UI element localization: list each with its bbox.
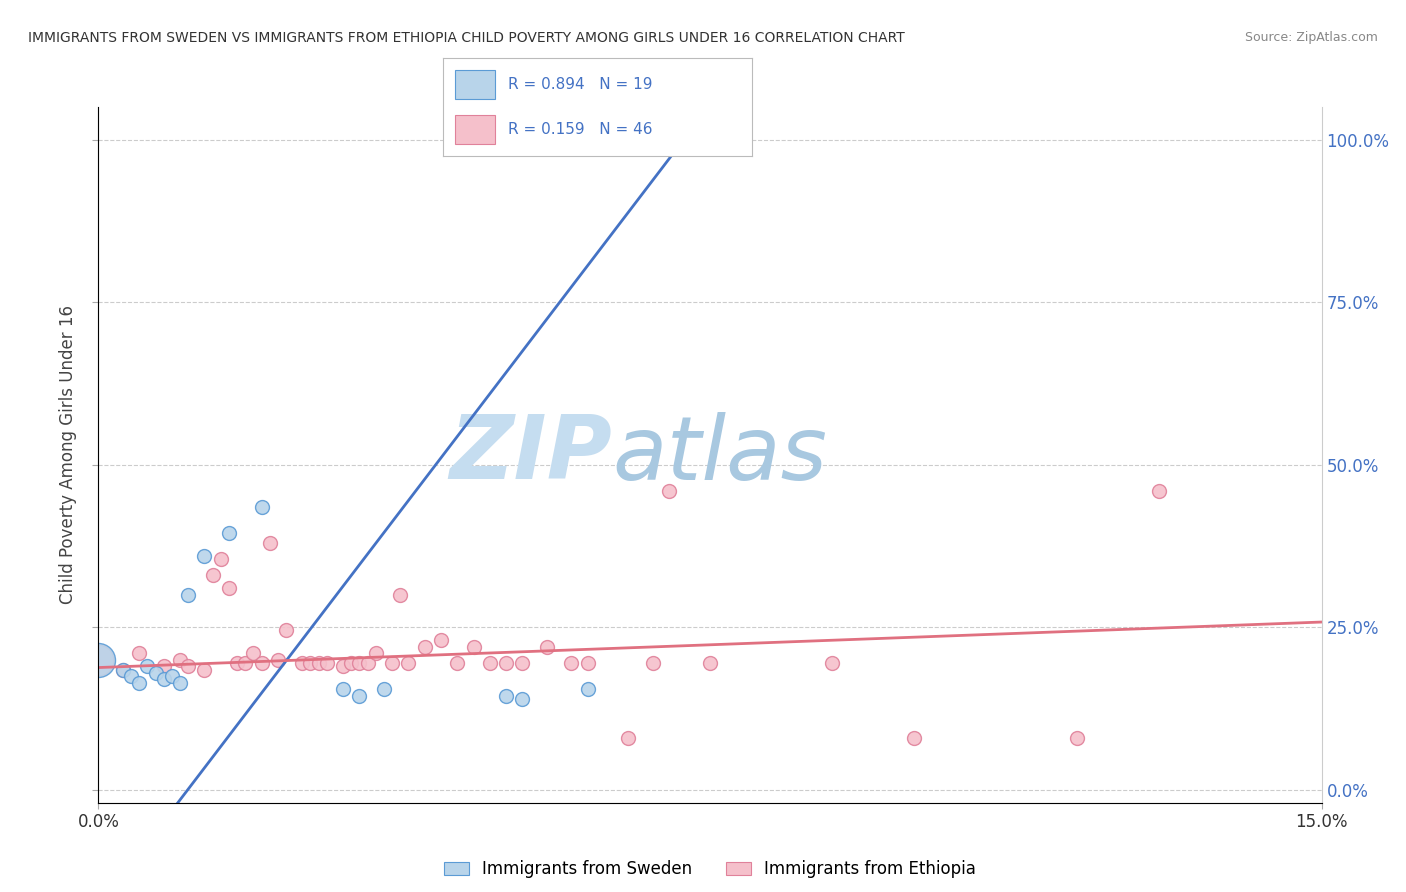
Point <box>291 656 314 670</box>
Point <box>699 656 721 670</box>
Point <box>560 656 582 670</box>
Point <box>1147 483 1170 498</box>
Point <box>373 681 395 696</box>
Point <box>512 691 534 706</box>
Point <box>299 656 322 670</box>
Point <box>356 656 378 670</box>
Text: IMMIGRANTS FROM SWEDEN VS IMMIGRANTS FROM ETHIOPIA CHILD POVERTY AMONG GIRLS UND: IMMIGRANTS FROM SWEDEN VS IMMIGRANTS FRO… <box>28 31 905 45</box>
Point <box>536 640 558 654</box>
Point <box>641 656 664 670</box>
Point <box>274 624 297 638</box>
Point <box>495 656 517 670</box>
Point <box>512 656 534 670</box>
Point <box>364 646 387 660</box>
Point <box>87 653 110 667</box>
Text: R = 0.894   N = 19: R = 0.894 N = 19 <box>508 77 652 92</box>
Point <box>169 653 191 667</box>
Point <box>111 663 134 677</box>
Point <box>209 552 232 566</box>
Point <box>201 568 224 582</box>
Point <box>617 731 640 745</box>
Point <box>145 665 167 680</box>
Text: Source: ZipAtlas.com: Source: ZipAtlas.com <box>1244 31 1378 45</box>
Point <box>193 663 215 677</box>
Point <box>152 672 174 686</box>
Point <box>111 663 134 677</box>
Point <box>463 640 485 654</box>
Point <box>267 653 290 667</box>
Point <box>128 675 150 690</box>
Point <box>381 656 404 670</box>
Point <box>87 653 110 667</box>
Point <box>389 588 412 602</box>
Point <box>120 669 142 683</box>
Point <box>340 656 363 670</box>
Point <box>430 633 453 648</box>
Point <box>396 656 419 670</box>
Point <box>250 656 273 670</box>
Point <box>315 656 337 670</box>
Point <box>576 681 599 696</box>
Y-axis label: Child Poverty Among Girls Under 16: Child Poverty Among Girls Under 16 <box>59 305 77 605</box>
Point <box>413 640 436 654</box>
Point <box>177 659 200 673</box>
Point <box>152 659 174 673</box>
Point <box>242 646 264 660</box>
Point <box>349 656 371 670</box>
Point <box>136 659 159 673</box>
Point <box>160 669 183 683</box>
Point <box>821 656 844 670</box>
Point <box>308 656 330 670</box>
Point <box>332 659 354 673</box>
Point <box>259 535 281 549</box>
Bar <box>456 70 495 99</box>
Point <box>903 731 925 745</box>
Text: ZIP: ZIP <box>450 411 612 499</box>
Point <box>446 656 468 670</box>
Point <box>226 656 249 670</box>
Point <box>250 500 273 514</box>
Point <box>658 483 681 498</box>
Text: atlas: atlas <box>612 412 827 498</box>
Point <box>349 689 371 703</box>
Point <box>495 689 517 703</box>
Point <box>332 681 354 696</box>
Point <box>128 646 150 660</box>
Point <box>169 675 191 690</box>
Point <box>218 581 240 595</box>
Point <box>233 656 256 670</box>
Point <box>193 549 215 563</box>
Point <box>218 525 240 540</box>
Point <box>478 656 501 670</box>
Text: R = 0.159   N = 46: R = 0.159 N = 46 <box>508 122 652 137</box>
Bar <box>456 115 495 145</box>
Point <box>576 656 599 670</box>
Point <box>1066 731 1088 745</box>
Legend: Immigrants from Sweden, Immigrants from Ethiopia: Immigrants from Sweden, Immigrants from … <box>437 854 983 885</box>
Point <box>177 588 200 602</box>
